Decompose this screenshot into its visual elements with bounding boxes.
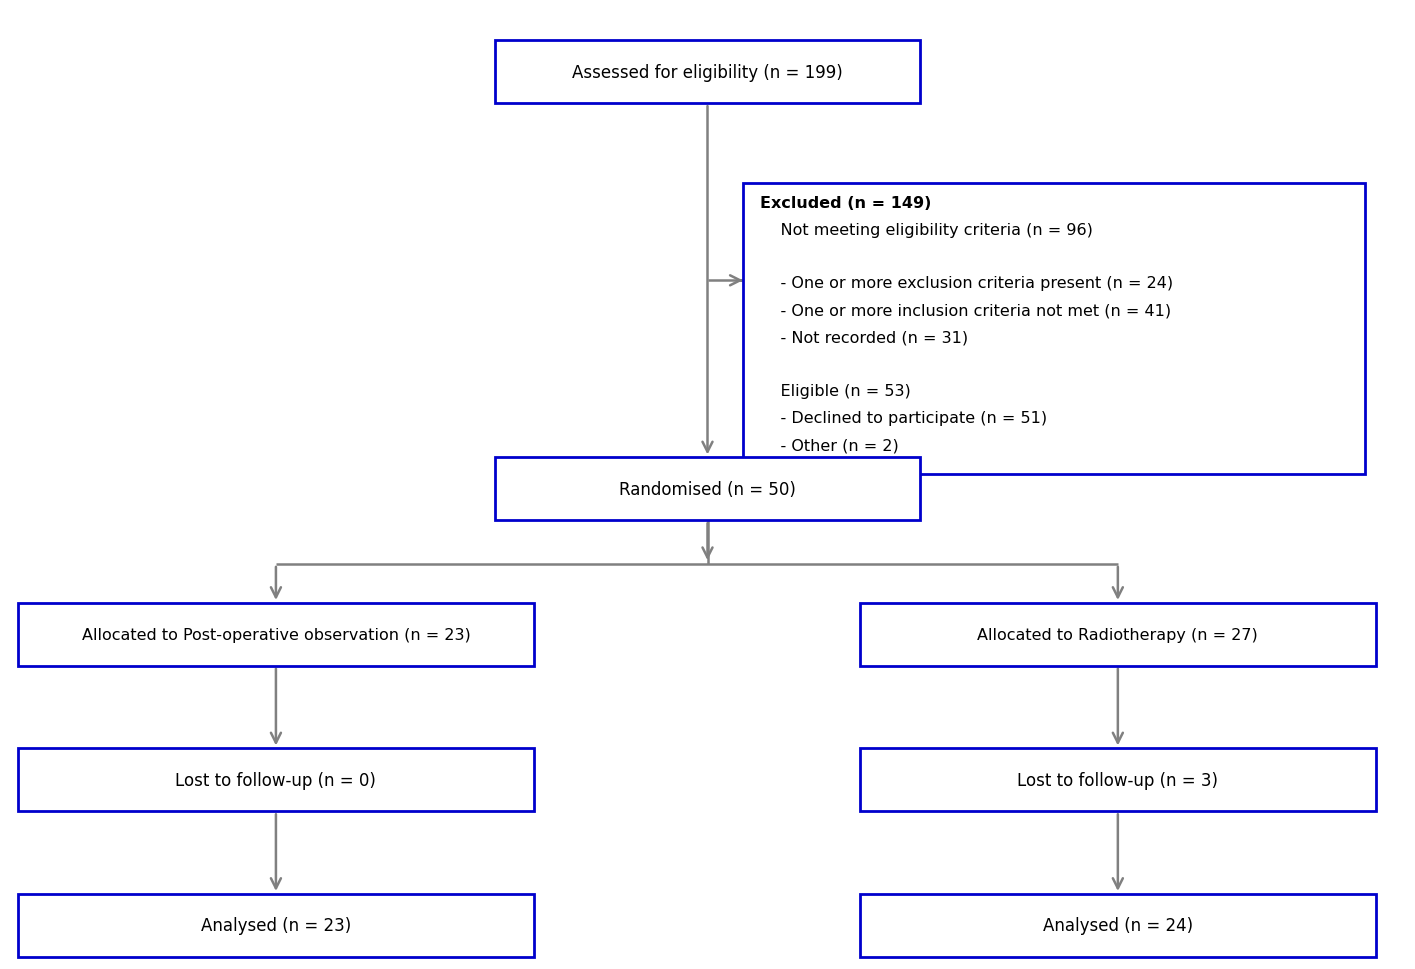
Text: Allocated to Radiotherapy (n = 27): Allocated to Radiotherapy (n = 27) (978, 627, 1258, 642)
FancyBboxPatch shape (495, 458, 920, 521)
FancyBboxPatch shape (860, 748, 1375, 812)
Text: - Declined to participate (n = 51): - Declined to participate (n = 51) (760, 411, 1047, 425)
Text: Assessed for eligibility (n = 199): Assessed for eligibility (n = 199) (572, 64, 843, 81)
FancyBboxPatch shape (18, 893, 535, 957)
Text: Lost to follow-up (n = 3): Lost to follow-up (n = 3) (1017, 771, 1218, 789)
Text: Analysed (n = 24): Analysed (n = 24) (1043, 917, 1193, 934)
Text: Randomised (n = 50): Randomised (n = 50) (620, 481, 795, 498)
FancyBboxPatch shape (860, 893, 1375, 957)
Text: - One or more exclusion criteria present (n = 24): - One or more exclusion criteria present… (760, 276, 1173, 292)
Text: - Not recorded (n = 31): - Not recorded (n = 31) (760, 330, 968, 345)
Text: Eligible (n = 53): Eligible (n = 53) (760, 384, 911, 399)
Text: Lost to follow-up (n = 0): Lost to follow-up (n = 0) (175, 771, 376, 789)
FancyBboxPatch shape (18, 603, 535, 667)
Text: - One or more inclusion criteria not met (n = 41): - One or more inclusion criteria not met… (760, 303, 1172, 318)
FancyBboxPatch shape (860, 603, 1375, 667)
Text: Excluded (n = 149): Excluded (n = 149) (760, 196, 931, 210)
FancyBboxPatch shape (495, 42, 920, 104)
Text: - Other (n = 2): - Other (n = 2) (760, 438, 899, 453)
FancyBboxPatch shape (18, 748, 535, 812)
Text: Allocated to Post-operative observation (n = 23): Allocated to Post-operative observation … (82, 627, 470, 642)
Text: Analysed (n = 23): Analysed (n = 23) (201, 917, 351, 934)
FancyBboxPatch shape (743, 184, 1365, 475)
Text: Not meeting eligibility criteria (n = 96): Not meeting eligibility criteria (n = 96… (760, 222, 1092, 237)
